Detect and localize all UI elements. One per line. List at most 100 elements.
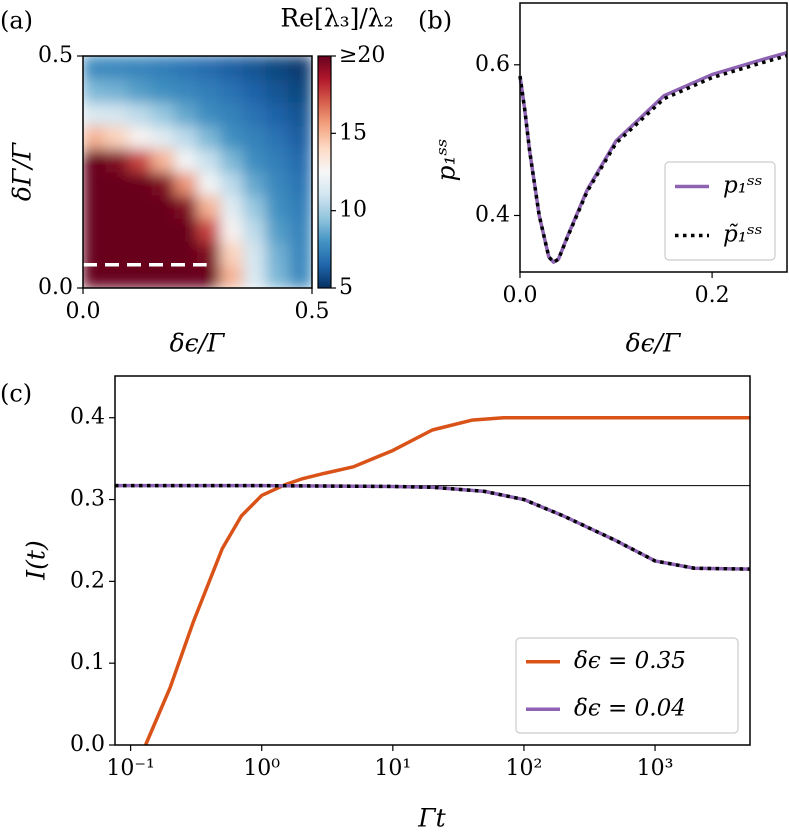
heat-cell xyxy=(288,194,312,219)
heat-cell xyxy=(174,78,198,103)
heat-cell xyxy=(219,264,244,288)
heat-cell xyxy=(197,264,221,288)
y-tick-label: 0.0 xyxy=(38,275,73,300)
heat-cell xyxy=(83,217,107,243)
y-axis-label: I(t) xyxy=(22,540,51,580)
heat-cell xyxy=(174,241,198,266)
heat-cell xyxy=(151,171,176,196)
x-tick-label: 0.5 xyxy=(295,299,330,324)
legend-label: δϵ = 0.04 xyxy=(574,695,686,721)
heat-cell xyxy=(265,241,290,266)
heat-cell xyxy=(83,56,107,80)
heat-cell xyxy=(219,125,244,150)
heat-cell xyxy=(128,101,153,127)
x-axis-label: δϵ/Γ xyxy=(626,329,682,358)
heat-cell xyxy=(105,194,130,219)
heat-cell xyxy=(288,171,312,196)
heat-cell xyxy=(83,125,107,150)
heat-cell xyxy=(242,56,267,80)
heat-cell xyxy=(174,171,198,196)
heat-cell xyxy=(128,194,153,219)
heat-cell xyxy=(128,171,153,196)
heat-cell xyxy=(128,217,153,243)
x-tick-label: 0.2 xyxy=(695,283,730,308)
heat-cell xyxy=(83,194,107,219)
heat-cell xyxy=(197,217,221,243)
heat-cell xyxy=(151,194,176,219)
heat-cell xyxy=(151,101,176,127)
heat-cell xyxy=(83,171,107,196)
heat-cell xyxy=(197,78,221,103)
heat-cell xyxy=(242,171,267,196)
heat-cell xyxy=(265,125,290,150)
heat-cell xyxy=(105,78,130,103)
heat-cell xyxy=(242,194,267,219)
heat-cell xyxy=(174,217,198,243)
heat-cell xyxy=(128,264,153,288)
colorbar-tick-label: 10 xyxy=(339,198,367,223)
panel-label: (a) xyxy=(0,7,33,35)
heat-cell xyxy=(83,78,107,103)
y-tick-label: 0.4 xyxy=(475,202,510,227)
series-line xyxy=(115,483,751,571)
heat-cell xyxy=(151,125,176,150)
heat-cell xyxy=(128,56,153,80)
axes-frame xyxy=(519,2,788,273)
colorbar xyxy=(317,55,332,289)
heat-cell xyxy=(128,78,153,103)
y-tick-label: 0.0 xyxy=(70,732,105,757)
x-axis-label: Γt xyxy=(417,804,446,833)
panel-label: (c) xyxy=(0,380,32,408)
x-tick-label: 10³ xyxy=(637,756,674,781)
heat-cell xyxy=(174,264,198,288)
y-tick-label: 0.4 xyxy=(70,405,105,430)
heat-cell xyxy=(197,101,221,127)
heat-cell xyxy=(242,101,267,127)
heat-cell xyxy=(242,125,267,150)
heat-cell xyxy=(219,241,244,266)
heat-cell xyxy=(219,148,244,173)
x-axis-label: δϵ/Γ xyxy=(170,329,226,358)
axes-frame xyxy=(114,375,751,746)
heat-cell xyxy=(242,241,267,266)
legend-label: δϵ = 0.35 xyxy=(574,648,686,674)
heat-cell xyxy=(288,264,312,288)
heat-cell xyxy=(219,101,244,127)
heat-cell xyxy=(288,101,312,127)
heat-cell xyxy=(151,264,176,288)
heat-cell xyxy=(128,125,153,150)
y-tick-label: 0.5 xyxy=(38,43,73,68)
legend-box xyxy=(515,637,739,734)
heat-cell xyxy=(174,56,198,80)
heat-cell xyxy=(219,194,244,219)
heat-cell xyxy=(174,125,198,150)
heat-cell xyxy=(242,217,267,243)
heat-cell xyxy=(83,264,107,288)
series-line xyxy=(518,54,788,264)
heat-cell xyxy=(242,148,267,173)
heat-cell xyxy=(197,171,221,196)
heat-cell xyxy=(265,217,290,243)
heat-cell xyxy=(265,171,290,196)
x-tick-label: 10⁰ xyxy=(243,756,280,781)
heat-cell xyxy=(197,56,221,80)
axes-frame xyxy=(82,55,313,289)
colorbar-tick-label: 5 xyxy=(339,275,353,300)
heat-cell xyxy=(288,241,312,266)
heat-cell xyxy=(265,264,290,288)
heat-cell xyxy=(174,194,198,219)
heat-cell xyxy=(174,101,198,127)
heat-cell xyxy=(219,217,244,243)
series-line xyxy=(115,483,751,571)
heat-cell xyxy=(83,148,107,173)
x-tick-label: 0.0 xyxy=(66,299,101,324)
heatmap-cells xyxy=(83,56,312,288)
heat-cell xyxy=(151,217,176,243)
x-tick-label: 10² xyxy=(506,756,543,781)
x-tick-label: 0.0 xyxy=(503,283,538,308)
heat-cell xyxy=(288,78,312,103)
heat-cell xyxy=(151,56,176,80)
legend-label: p₁ˢˢ xyxy=(723,173,762,199)
heat-cell xyxy=(197,148,221,173)
heat-cell xyxy=(105,217,130,243)
